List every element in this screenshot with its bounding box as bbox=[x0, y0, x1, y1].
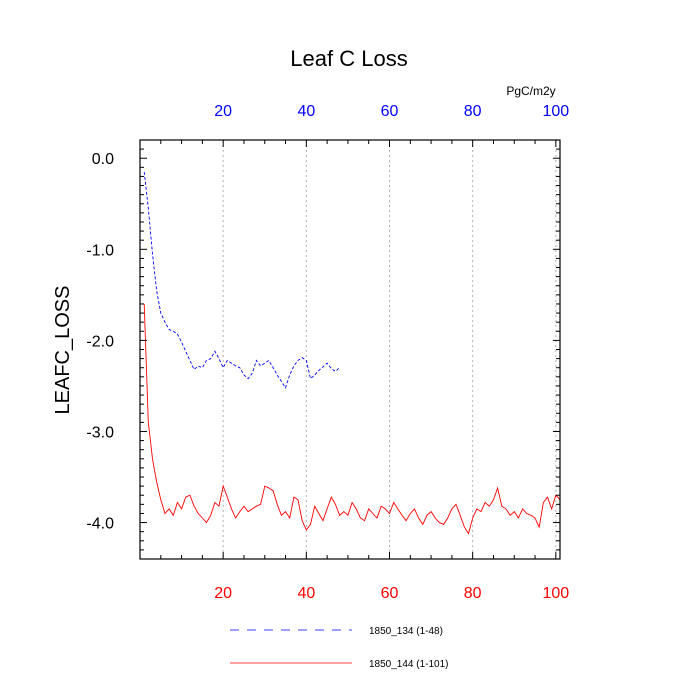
series-lines bbox=[143, 171, 561, 535]
x-tick-label-top: 80 bbox=[464, 103, 482, 120]
x-tick-label-top: 40 bbox=[297, 103, 315, 120]
chart-title: Leaf C Loss bbox=[290, 46, 407, 71]
x-tick-label-bottom: 60 bbox=[381, 585, 399, 602]
x-tick-label-bottom: 100 bbox=[542, 585, 569, 602]
y-tick-label: -4.0 bbox=[86, 516, 114, 533]
x-tick-label-top: 20 bbox=[214, 103, 232, 120]
x-tick-label-bottom: 80 bbox=[464, 585, 482, 602]
y-tick-label: -2.0 bbox=[86, 333, 114, 350]
y-tick-label: -3.0 bbox=[86, 424, 114, 441]
y-tick-label: 0.0 bbox=[92, 151, 114, 168]
x-tick-label-top: 100 bbox=[542, 103, 569, 120]
units-label: PgC/m2y bbox=[506, 84, 555, 98]
x-tick-label-top: 60 bbox=[381, 103, 399, 120]
x-tick-label-bottom: 20 bbox=[214, 585, 232, 602]
legend-label-2: 1850_144 (1-101) bbox=[369, 659, 449, 670]
axis-ticks bbox=[140, 140, 560, 559]
y-axis-label: LEAFC_LOSS bbox=[52, 286, 74, 415]
series-line-2 bbox=[143, 303, 561, 535]
legend: 1850_134 (1-48) 1850_144 (1-101) bbox=[230, 626, 449, 670]
x-tick-label-bottom: 40 bbox=[297, 585, 315, 602]
legend-label-1: 1850_134 (1-48) bbox=[369, 626, 443, 637]
plot-frame bbox=[139, 139, 561, 560]
tick-labels: 20 20 40 40 60 60 80 80 100 100 0.0 -1.0 -2.0 -3.0 -4.… bbox=[86, 103, 569, 602]
series-line-1 bbox=[143, 171, 340, 389]
grid-lines bbox=[222, 140, 557, 559]
y-tick-label: -1.0 bbox=[86, 242, 114, 259]
